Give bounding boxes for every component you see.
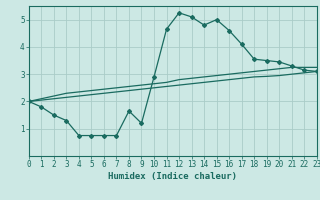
X-axis label: Humidex (Indice chaleur): Humidex (Indice chaleur): [108, 172, 237, 181]
